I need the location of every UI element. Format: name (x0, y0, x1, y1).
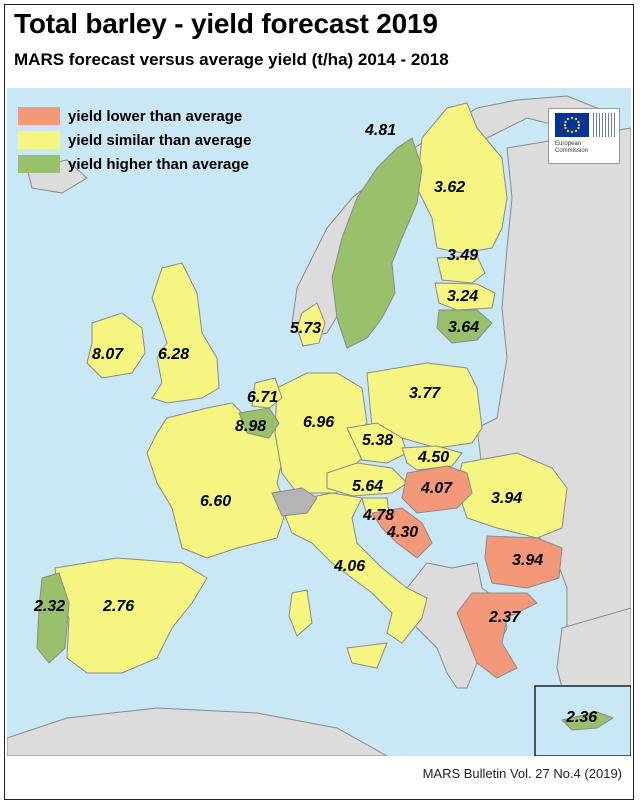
uk-region (151, 262, 220, 404)
legend-label-similar: yield similar than average (68, 131, 252, 149)
estonia-region (436, 255, 486, 284)
value-ireland: 8.07 (92, 346, 124, 363)
netherlands-region (251, 377, 283, 409)
austria-region (326, 462, 408, 497)
value-uk: 6.28 (158, 346, 189, 363)
value-france: 6.60 (200, 493, 231, 510)
legend-swatch-lower (18, 107, 60, 125)
croatia-region (371, 507, 433, 559)
value-croatia: 4.30 (386, 524, 418, 541)
eu-flag-icon (555, 113, 589, 137)
source-footer: MARS Bulletin Vol. 27 No.4 (2019) (422, 766, 622, 781)
denmark-region (296, 302, 326, 347)
value-denmark: 5.73 (290, 320, 321, 337)
map-title: Total barley - yield forecast 2019 (14, 8, 438, 39)
eu-building-icon (593, 113, 615, 137)
value-portugal: 2.32 (33, 598, 65, 615)
value-sweden: 4.81 (364, 122, 396, 139)
legend-item-lower: yield lower than average (18, 104, 251, 128)
sweden-region (331, 137, 423, 349)
value-greece: 2.37 (488, 609, 521, 626)
value-lithuania: 3.64 (448, 319, 479, 336)
italy-region (281, 492, 428, 644)
value-poland: 3.77 (409, 385, 441, 402)
sardinia-region (288, 589, 313, 637)
ireland-region (86, 312, 146, 379)
value-slovenia: 4.78 (362, 507, 394, 524)
spain-region (54, 557, 208, 674)
value-spain: 2.76 (102, 598, 134, 615)
bulgaria-region (484, 535, 563, 589)
eu-logo-text: European Commission (555, 141, 588, 155)
european-commission-logo: European Commission (548, 108, 620, 164)
value-romania: 3.94 (491, 490, 522, 507)
legend-item-higher: yield higher than average (18, 152, 251, 176)
north-africa-land (7, 707, 389, 756)
map-subtitle: MARS forecast versus average yield (t/ha… (14, 50, 449, 69)
finland-region (416, 102, 508, 254)
switzerland-region (271, 487, 318, 517)
value-czechia: 5.38 (362, 432, 393, 449)
slovakia-region (401, 445, 463, 471)
greece-region (456, 592, 538, 679)
value-belgium: 8.98 (235, 418, 266, 435)
value-bulgaria: 3.94 (512, 552, 543, 569)
map-legend: yield lower than average yield similar t… (18, 104, 251, 176)
legend-swatch-higher (18, 155, 60, 173)
eu-logo-line1: European (555, 141, 582, 147)
value-finland: 3.62 (434, 179, 465, 196)
legend-item-similar: yield similar than average (18, 128, 251, 152)
portugal-region (36, 572, 70, 664)
value-austria: 5.64 (352, 478, 383, 495)
value-slovakia: 4.50 (417, 449, 449, 466)
eu-logo-line2: Commission (555, 148, 589, 154)
legend-label-lower: yield lower than average (68, 107, 243, 125)
value-germany: 6.96 (303, 414, 334, 431)
value-latvia: 3.24 (447, 288, 478, 305)
value-italy: 4.06 (333, 558, 365, 575)
latvia-region (434, 282, 496, 311)
lithuania-region (436, 309, 493, 344)
cyprus-region (561, 711, 615, 731)
value-estonia: 3.49 (447, 247, 478, 264)
sicily-region (346, 642, 388, 669)
legend-swatch-similar (18, 131, 60, 149)
value-netherlands: 6.71 (247, 389, 278, 406)
hungary-region (401, 465, 473, 514)
legend-label-higher: yield higher than average (68, 155, 249, 173)
value-hungary: 4.07 (420, 480, 453, 497)
belgium-region (238, 407, 280, 439)
europe-map: 4.81 3.62 3.49 3.24 3.64 5.73 8.07 6.28 … (7, 88, 631, 756)
value-cyprus: 2.36 (565, 709, 597, 726)
